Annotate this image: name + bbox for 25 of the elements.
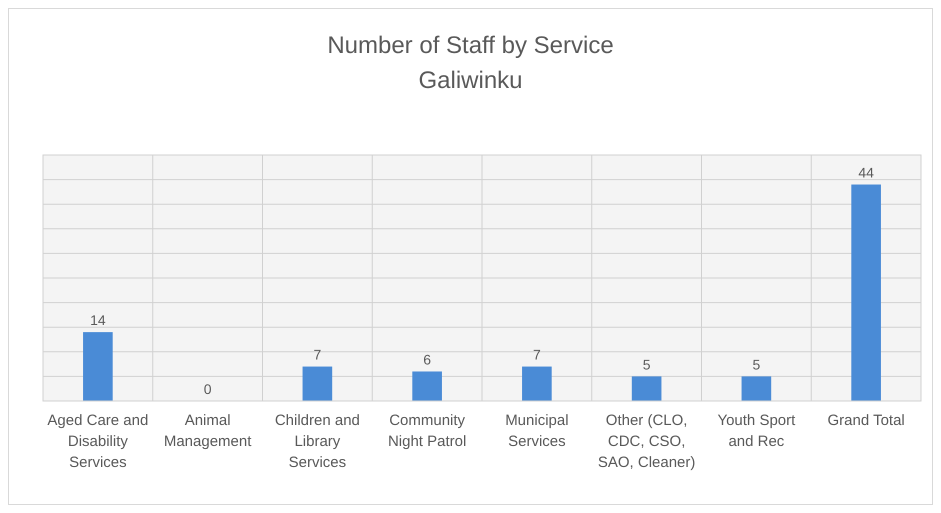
bar <box>632 376 662 401</box>
bar <box>742 376 772 401</box>
data-label: 14 <box>90 312 106 328</box>
data-label: 7 <box>313 346 322 363</box>
data-label: 6 <box>423 351 432 368</box>
x-tick-label: Children and Library Services <box>274 412 360 471</box>
bar <box>83 332 113 401</box>
x-tick-label: Grand Total <box>827 412 905 429</box>
x-tick-label: Community Night Patrol <box>388 412 466 450</box>
chart-subtitle: Galiwinku <box>418 67 523 94</box>
x-tick-label: Municipal Services <box>505 412 569 450</box>
bar <box>412 371 442 401</box>
bar <box>522 366 552 401</box>
x-tick-label: Animal Management <box>164 412 252 450</box>
bar <box>302 366 332 401</box>
x-tick-label: Other (CLO, CDC, CSO, SAO, Cleaner) <box>598 412 696 471</box>
data-label: 44 <box>858 164 874 181</box>
x-tick-label: Aged Care and Disability Services <box>47 412 148 471</box>
data-label: 5 <box>642 356 651 372</box>
data-label: 0 <box>204 381 212 397</box>
x-tick-label: Youth Sport and Rec <box>717 412 796 450</box>
data-label: 7 <box>532 346 541 363</box>
data-label: 5 <box>752 356 760 372</box>
bar <box>851 184 881 401</box>
chart-title: Number of Staff by Service <box>327 32 614 59</box>
